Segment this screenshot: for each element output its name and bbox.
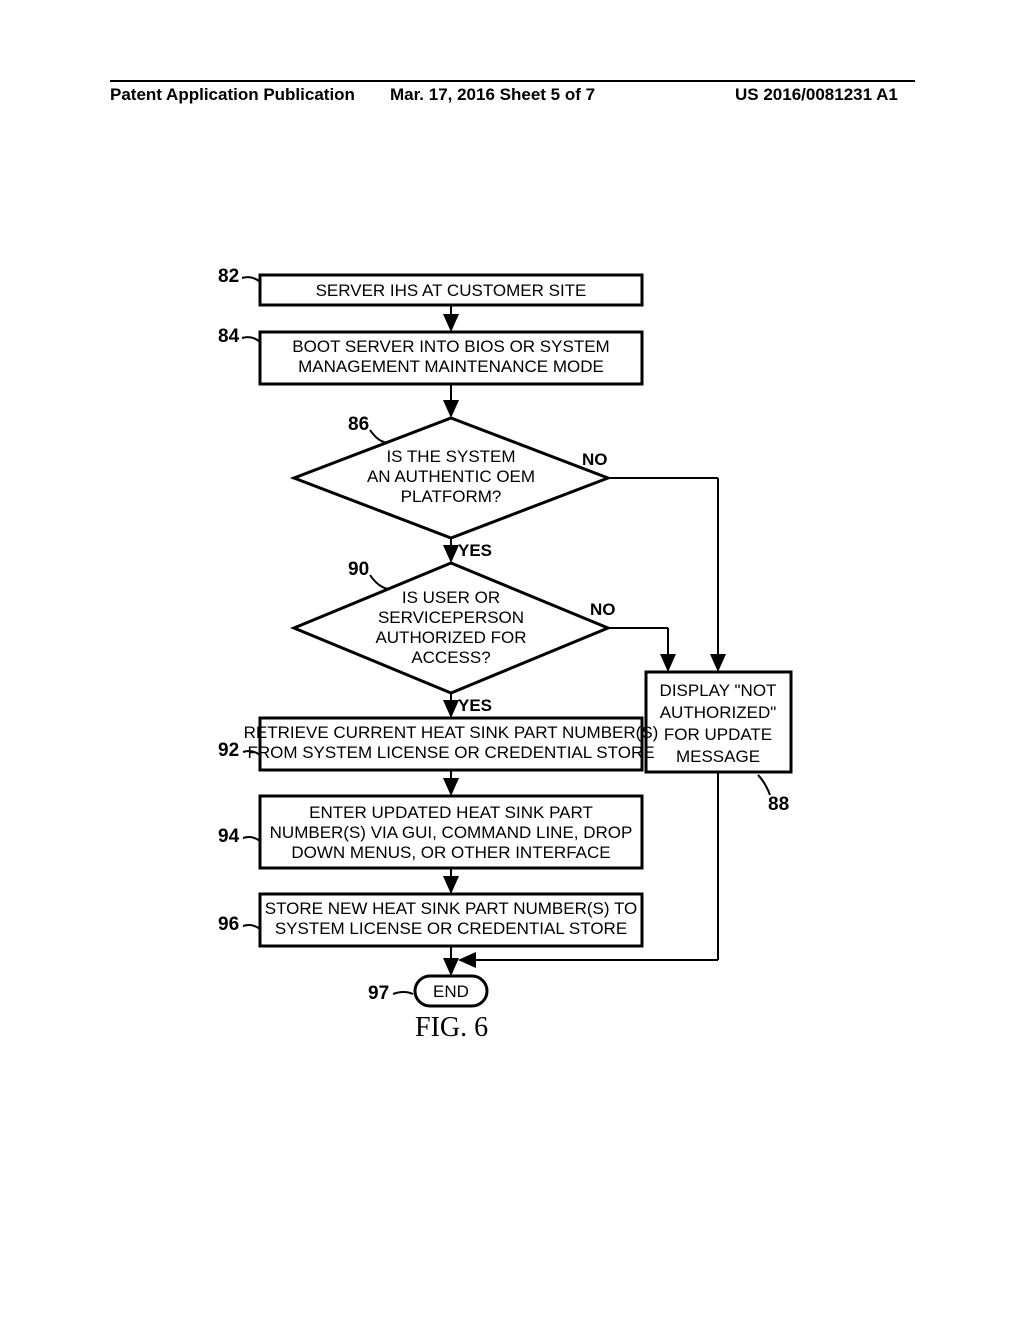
label-97: 97: [368, 983, 389, 1004]
label-92: 92: [218, 740, 239, 761]
text-92-l2: FROM SYSTEM LICENSE OR CREDENTIAL STORE: [247, 743, 654, 762]
text-90-l4: ACCESS?: [411, 648, 490, 667]
figure-caption: FIG. 6: [415, 1012, 488, 1044]
flowchart: SERVER IHS AT CUSTOMER SITE 82 BOOT SERV…: [0, 0, 1024, 1320]
text-86-l3: PLATFORM?: [401, 487, 502, 506]
text-88-l2: AUTHORIZED": [660, 703, 777, 722]
text-84-l2: MANAGEMENT MAINTENANCE MODE: [298, 357, 604, 376]
text-84-l1: BOOT SERVER INTO BIOS OR SYSTEM: [292, 337, 609, 356]
text-88-l1: DISPLAY "NOT: [660, 681, 777, 700]
text-86-l1: IS THE SYSTEM: [386, 447, 515, 466]
branch-90-yes: YES: [458, 696, 492, 715]
text-88-l3: FOR UPDATE: [664, 725, 772, 744]
text-92-l1: RETRIEVE CURRENT HEAT SINK PART NUMBER(S…: [244, 723, 659, 742]
text-96-l2: SYSTEM LICENSE OR CREDENTIAL STORE: [275, 919, 627, 938]
label-84: 84: [218, 326, 240, 347]
text-94-l3: DOWN MENUS, OR OTHER INTERFACE: [291, 843, 610, 862]
label-88: 88: [768, 794, 789, 815]
text-94-l1: ENTER UPDATED HEAT SINK PART: [309, 803, 593, 822]
label-86: 86: [348, 414, 369, 435]
label-90: 90: [348, 559, 369, 580]
text-96-l1: STORE NEW HEAT SINK PART NUMBER(S) TO: [265, 899, 638, 918]
text-90-l2: SERVICEPERSON: [378, 608, 524, 627]
label-82: 82: [218, 266, 239, 287]
branch-86-no: NO: [582, 450, 608, 469]
text-90-l1: IS USER OR: [402, 588, 500, 607]
text-90-l3: AUTHORIZED FOR: [375, 628, 526, 647]
label-94: 94: [218, 826, 240, 847]
branch-90-no: NO: [590, 600, 616, 619]
text-88-l4: MESSAGE: [676, 747, 760, 766]
branch-86-yes: YES: [458, 541, 492, 560]
label-96: 96: [218, 914, 239, 935]
text-86-l2: AN AUTHENTIC OEM: [367, 467, 535, 486]
text-94-l2: NUMBER(S) VIA GUI, COMMAND LINE, DROP: [270, 823, 633, 842]
text-82: SERVER IHS AT CUSTOMER SITE: [316, 281, 587, 300]
text-end: END: [433, 982, 469, 1001]
